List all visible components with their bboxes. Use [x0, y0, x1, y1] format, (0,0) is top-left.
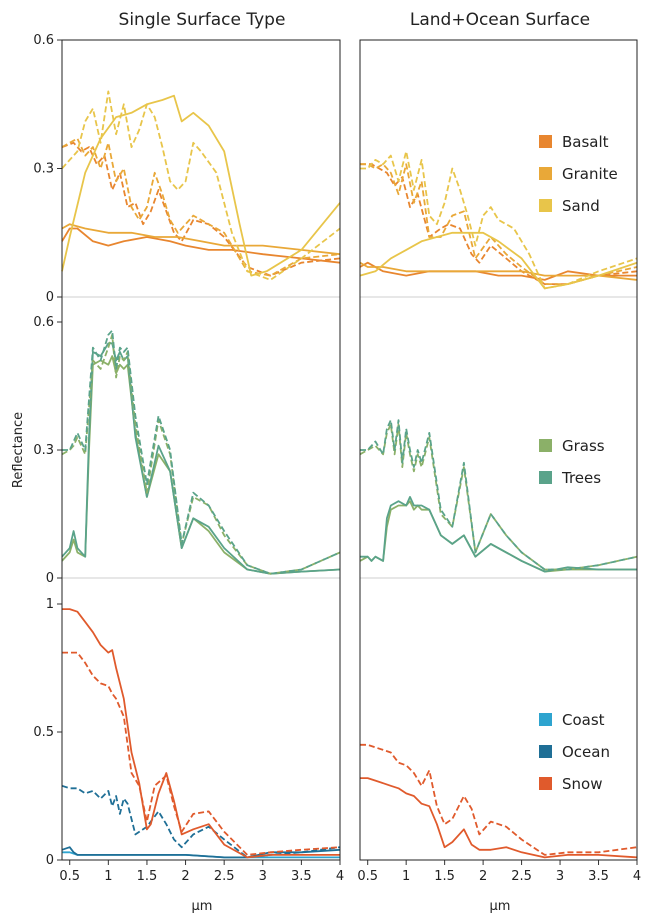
panels-layer: 0 0.3 0.6 Basalt Granite Sand 0 0.3 0.6 Grass Tree… — [33, 33, 641, 884]
series-line-granite-solid — [61, 223, 341, 256]
panel-6: 0.5 1 1.5 2 2.5 3 3.5 4 Coast Ocean Snow — [357, 711, 641, 884]
series-line-grass-solid — [61, 355, 341, 575]
y-tick-label: 0 — [46, 571, 54, 586]
x-tick-label: 2.5 — [214, 869, 235, 884]
legend-label-basalt: Basalt — [562, 133, 609, 151]
series-line-grass-solid — [359, 500, 637, 573]
x-tick-label: 3 — [556, 869, 564, 884]
series-line-granite-dashed — [61, 137, 341, 277]
series-line-grass-dashed — [61, 333, 341, 575]
series-line-sand-solid — [61, 94, 341, 277]
x-tick-label: 2 — [181, 869, 189, 884]
legend-label-coast: Coast — [562, 711, 605, 729]
legend-swatch-basalt — [539, 135, 552, 148]
series-line-snow-dashed — [360, 743, 638, 856]
y-tick-label: 0 — [46, 290, 54, 305]
x-tick-label: 1 — [402, 869, 410, 884]
series-line-sand-dashed — [360, 150, 638, 290]
series-line-basalt-dashed — [61, 141, 341, 277]
series-line-snow-solid — [360, 777, 638, 859]
x-tick-label: 3.5 — [291, 869, 312, 884]
x-tick-label: 3 — [259, 869, 267, 884]
series-line-trees-dashed — [360, 419, 638, 571]
legend-swatch-snow — [539, 777, 552, 790]
series-line-sand-dashed — [61, 90, 341, 281]
y-tick-label: 0.6 — [33, 33, 54, 48]
x-tick-label: 0.5 — [357, 869, 378, 884]
panel-1: 0 0.3 0.6 — [33, 33, 341, 305]
series-line-trees-solid — [360, 495, 637, 573]
x-tick-label: 4 — [633, 869, 641, 884]
series-line-snow-dashed — [62, 651, 341, 856]
legend-swatch-granite — [539, 167, 552, 180]
series-line-ocean-dashed — [61, 784, 341, 859]
panel-frame-right — [359, 39, 638, 861]
x-tick-label: 4 — [336, 869, 344, 884]
series-line-grass-dashed — [359, 423, 638, 571]
series-line-trees-dashed — [62, 329, 341, 575]
panel-5: 0 0.5 1 0.5 1 1.5 2 2.5 3 3.5 4 — [33, 597, 344, 884]
legend-swatch-ocean — [539, 745, 552, 758]
legend-label-snow: Snow — [562, 775, 602, 793]
series-line-basalt-solid — [61, 227, 341, 264]
series-line-trees-solid — [61, 342, 341, 575]
legend-label-granite: Granite — [562, 165, 618, 183]
panel-frame-left — [61, 39, 341, 861]
legend-label-ocean: Ocean — [562, 743, 610, 761]
y-tick-label: 0 — [46, 853, 54, 868]
y-tick-label: 0.3 — [33, 443, 54, 458]
y-axis-label: Reflectance — [11, 412, 26, 488]
x-tick-label: 1.5 — [434, 869, 455, 884]
y-tick-label: 0.6 — [33, 315, 54, 330]
series-line-granite-dashed — [360, 163, 638, 286]
series-line-granite-solid — [359, 261, 638, 281]
legend-swatch-coast — [539, 713, 552, 726]
legend-label-sand: Sand — [562, 197, 600, 215]
x-tick-label: 2.5 — [511, 869, 532, 884]
legend-swatch-grass — [539, 439, 552, 452]
legend-swatch-sand — [539, 199, 552, 212]
x-tick-label: 2 — [479, 869, 487, 884]
x-axis-label-right: μm — [490, 899, 511, 914]
column-title-left: Single Surface Type — [119, 10, 286, 30]
panel-2: Basalt Granite Sand — [359, 133, 638, 298]
column-title-right: Land+Ocean Surface — [410, 10, 590, 30]
legend-label-grass: Grass — [562, 437, 605, 455]
x-tick-label: 1.5 — [137, 869, 158, 884]
x-axis-label-left: μm — [192, 899, 213, 914]
legend-swatch-trees — [539, 471, 552, 484]
panel-4: Grass Trees — [359, 419, 638, 579]
y-tick-label: 0.3 — [33, 162, 54, 177]
series-line-snow-solid — [62, 608, 340, 859]
y-tick-label: 0.5 — [33, 725, 54, 740]
x-tick-label: 0.5 — [59, 869, 80, 884]
x-tick-label: 3.5 — [588, 869, 609, 884]
legend-label-trees: Trees — [561, 469, 601, 487]
x-tick-label: 1 — [104, 869, 112, 884]
series-line-sand-solid — [359, 231, 638, 290]
y-tick-label: 1 — [46, 597, 54, 612]
panel-3: 0 0.3 0.6 — [33, 315, 341, 586]
